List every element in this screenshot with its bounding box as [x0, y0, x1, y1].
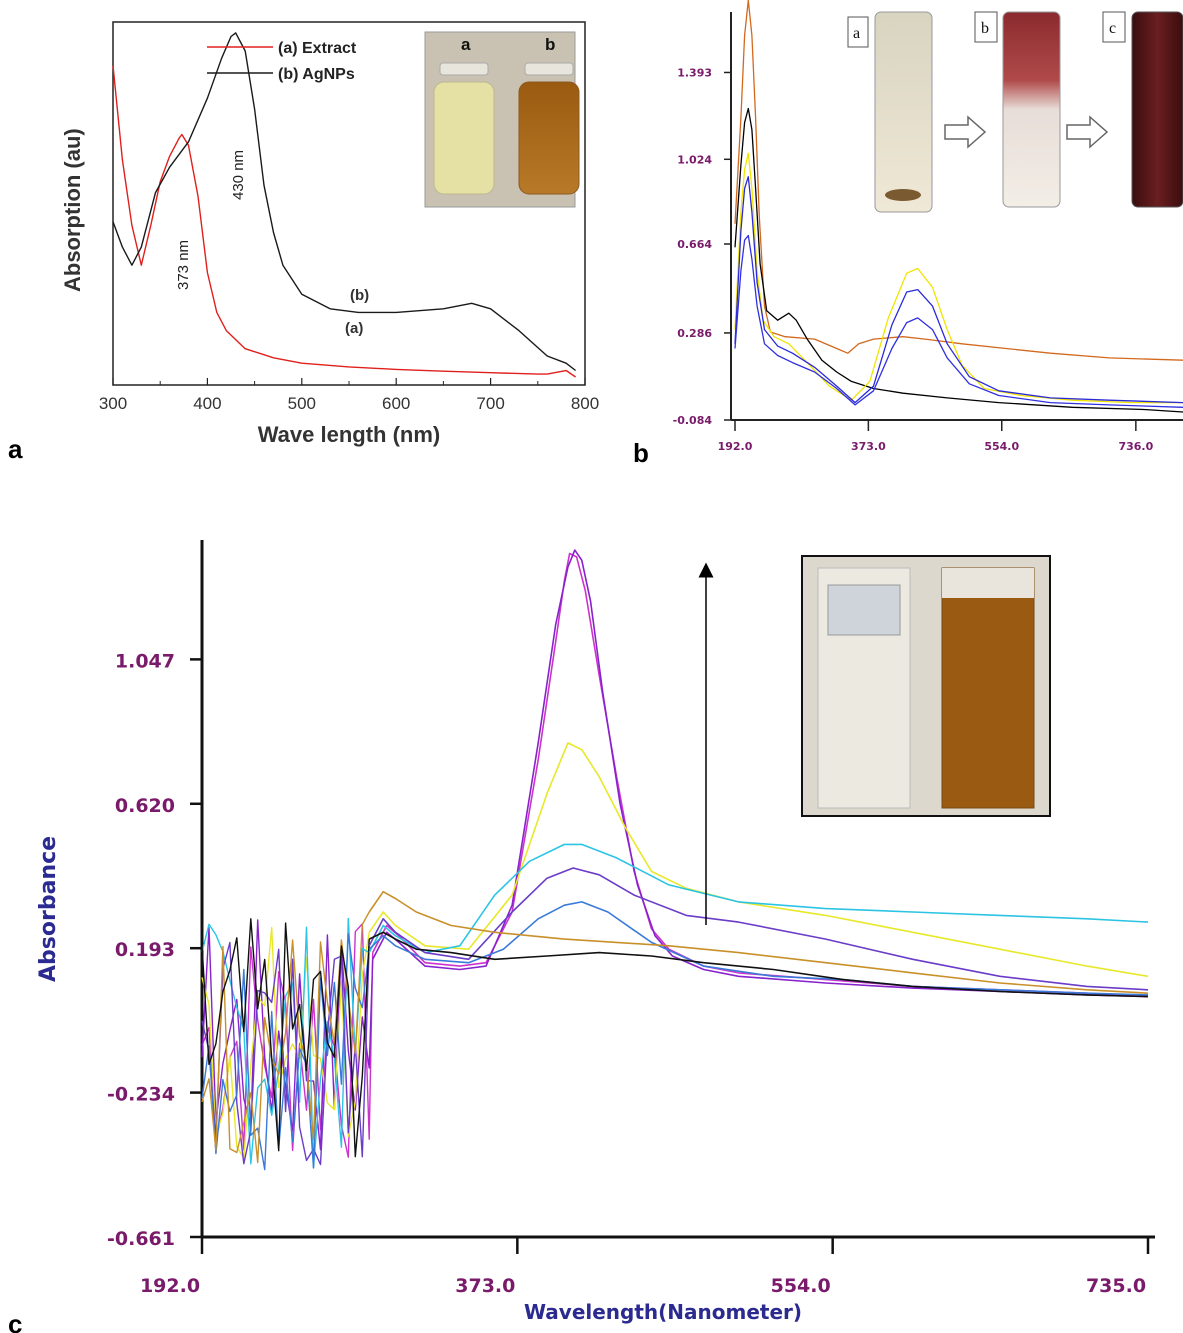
peak-label-373: 373 nm [175, 240, 192, 290]
y-tick-label: 1.393 [677, 66, 712, 79]
peak-label-430: 430 nm [230, 150, 247, 200]
tube-label-a: a [853, 25, 860, 42]
series-noise-c-6 [201, 933, 370, 1171]
y-tick-label: 1.024 [677, 153, 712, 166]
y-tick-label: -0.234 [107, 1084, 175, 1106]
x-tick-label: 800 [571, 394, 599, 413]
curve-label-b: (b) [350, 287, 369, 304]
panel-c-inset-photo [801, 555, 1051, 817]
panel-a-chart: 300 400 500 600 700 800 (a) Extract (b) AgNPs… [8, 21, 599, 464]
series-line-c-2 [371, 549, 1149, 998]
legend-label-extract: (a) Extract [278, 40, 357, 57]
x-tick-label: 192.0 [140, 1275, 200, 1297]
series-noise-c-3 [201, 926, 370, 1159]
panel-a-legend: (a) Extract (b) AgNPs [207, 40, 357, 83]
panel-a-x-ticks: 300 400 500 600 700 800 [99, 378, 599, 413]
arrow-right-icon [1066, 115, 1109, 149]
panel-b-inset-tubes: a b c [847, 11, 1183, 213]
x-tick-label: 300 [99, 394, 127, 413]
panel-letter-b: b [633, 438, 649, 468]
x-tick-label: 400 [193, 394, 221, 413]
series-noise-c-4 [201, 917, 370, 1169]
series-line-c-4 [368, 843, 1149, 954]
series-line-c-7 [368, 890, 1149, 994]
series-noise-c-8 [201, 918, 370, 1158]
series-line-c-3 [368, 742, 1149, 978]
panel-c-x-axis-label: Wavelength(Nanometer) [524, 1300, 802, 1324]
inset-label-a: a [461, 35, 471, 54]
series-noise-c-1 [201, 923, 374, 1158]
x-tick-label: 736.0 [1118, 440, 1153, 453]
inset-label-b: b [545, 35, 555, 54]
x-tick-label: 700 [476, 394, 504, 413]
series-noise-c-7 [201, 911, 370, 1164]
series-line-c-5 [368, 867, 1149, 991]
panel-c-series [201, 549, 1149, 1171]
x-tick-label: 554.0 [771, 1275, 831, 1297]
y-tick-label: 0.286 [677, 327, 712, 340]
panel-b-chart: -0.084 0.286 0.664 1.024 1.393 192.0 373.0 554.… [633, 0, 1183, 468]
panel-b-series [734, 0, 1183, 413]
series-line-b-1 [734, 0, 1183, 361]
x-tick-label: 373.0 [851, 440, 886, 453]
panel-letter-c: c [8, 1309, 22, 1333]
x-tick-label: 554.0 [984, 440, 1019, 453]
x-tick-label: 373.0 [455, 1275, 515, 1297]
series-line-b-3 [734, 152, 1183, 404]
series-line-b-4 [734, 176, 1183, 404]
series-line-c-1 [371, 552, 1149, 998]
series-line-b-2 [734, 107, 1183, 413]
y-tick-label: 0.620 [115, 795, 175, 817]
panel-a-y-axis-label: Absorption (au) [60, 128, 85, 292]
vial-agnps [518, 62, 580, 195]
x-tick-label: 735.0 [1086, 1275, 1146, 1297]
series-line-c-8 [368, 931, 1149, 998]
panel-a-x-axis-label: Wave length (nm) [258, 422, 441, 447]
tube-b [1002, 11, 1061, 208]
y-tick-label: 0.193 [115, 939, 175, 961]
x-tick-label: 192.0 [718, 440, 753, 453]
arrow-right-icon [944, 115, 987, 149]
tube-a [874, 11, 933, 213]
series-line-a-2 [112, 32, 577, 372]
y-tick-label: 1.047 [115, 650, 175, 672]
y-tick-label: -0.084 [673, 414, 713, 427]
cuvette-agnps [941, 567, 1035, 809]
y-tick-label: -0.661 [107, 1228, 175, 1250]
panel-a-inset-photo: a b [424, 31, 580, 208]
panel-c-ticks: -0.661 -0.234 0.193 0.620 1.047 192.0 373.0 554… [107, 650, 1150, 1297]
curve-label-a: (a) [345, 320, 363, 337]
series-line-b-5 [734, 234, 1183, 408]
panel-c-chart: -0.661 -0.234 0.193 0.620 1.047 192.0 373.0 554… [8, 540, 1155, 1333]
tube-label-c: c [1109, 20, 1116, 37]
x-tick-label: 500 [288, 394, 316, 413]
series-line-a-1 [112, 65, 576, 378]
panel-c-y-axis-label: Absorbance [36, 836, 61, 982]
panel-letter-a: a [8, 434, 23, 464]
tube-c [1131, 11, 1183, 208]
y-tick-label: 0.664 [677, 238, 712, 251]
tube-label-b: b [981, 20, 989, 37]
legend-label-agnps: (b) AgNPs [278, 66, 355, 83]
x-tick-label: 600 [382, 394, 410, 413]
panel-a-series [112, 32, 577, 378]
vial-extract [433, 62, 495, 195]
panel-b-ticks: -0.084 0.286 0.664 1.024 1.393 192.0 373.0 554.… [673, 66, 1154, 453]
